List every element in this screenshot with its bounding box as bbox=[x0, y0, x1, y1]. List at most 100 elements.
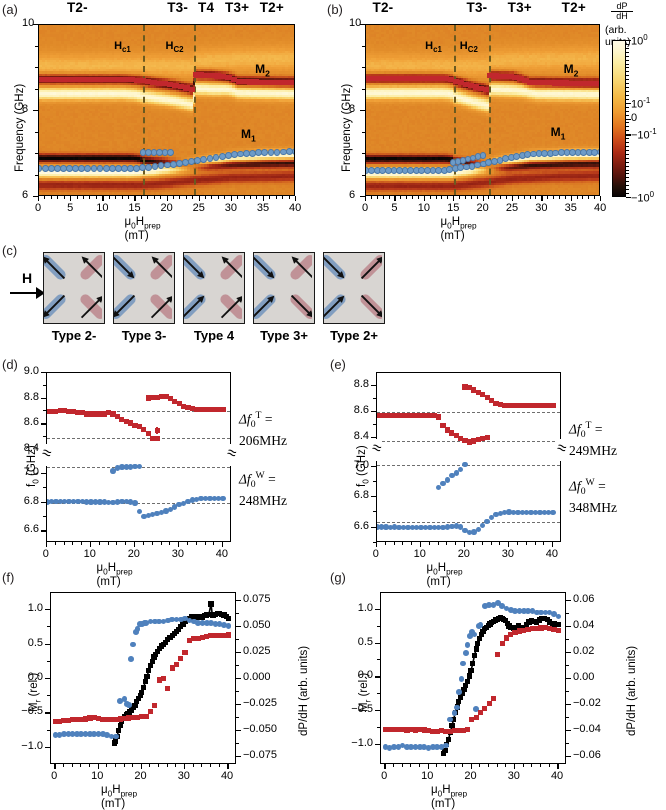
colorbar-tick-minor bbox=[626, 150, 629, 151]
vertex-type-label-0: Type 2- bbox=[35, 328, 113, 343]
colorbar-gradient bbox=[612, 40, 626, 197]
colorbar-tick-minor bbox=[626, 60, 629, 61]
ytick-mark-left bbox=[45, 678, 50, 679]
xtick-label: 10 bbox=[421, 770, 433, 782]
ytick-minor bbox=[377, 727, 380, 728]
ytick-minor bbox=[47, 695, 50, 696]
xtick-label: 10 bbox=[418, 202, 430, 214]
xtick-minor bbox=[418, 196, 419, 199]
xtick-mark bbox=[600, 196, 601, 201]
colorbar-tick-minor bbox=[626, 142, 629, 143]
xtick-label: 30 bbox=[508, 770, 520, 782]
vertex-arrows-2 bbox=[184, 253, 242, 321]
xtick-minor bbox=[161, 542, 162, 545]
xtick-minor bbox=[99, 542, 100, 545]
xtick-mark bbox=[557, 764, 558, 769]
xtick-minor bbox=[179, 196, 180, 199]
xtick-mark bbox=[541, 196, 542, 201]
ytick-minor bbox=[236, 743, 239, 744]
xtick-minor bbox=[116, 542, 117, 545]
ytick-label-right: −0.02 bbox=[573, 697, 601, 709]
xtick-mark bbox=[38, 196, 39, 201]
xtick-label: 0 bbox=[381, 770, 387, 782]
ytick-minor bbox=[35, 67, 38, 68]
xtick-label: 40 bbox=[221, 770, 233, 782]
yaxis-title-b: Frequency (GHz) bbox=[341, 84, 353, 172]
ytick-mark bbox=[41, 530, 46, 531]
ytick-label-right: 0.000 bbox=[243, 671, 271, 683]
xtick-minor bbox=[540, 764, 541, 767]
ytick-label-left: −1.0 bbox=[338, 737, 373, 749]
colorbar-tick-minor bbox=[626, 87, 629, 88]
xtick-minor bbox=[523, 764, 524, 767]
colorbar-tick-minor bbox=[626, 185, 629, 186]
ytick-mark-right bbox=[236, 704, 241, 705]
colorbar-tick-minor bbox=[626, 126, 629, 127]
phase-label-T2plus: T2+ bbox=[562, 0, 586, 15]
delta-annotation-wide: Δf0W = 248MHz bbox=[239, 470, 287, 510]
xtick-minor bbox=[594, 196, 595, 199]
xtick-label: 35 bbox=[565, 202, 577, 214]
ytick-mark-left bbox=[375, 643, 380, 644]
ytick-mark bbox=[41, 372, 46, 373]
phase-label-T2minus: T2- bbox=[373, 0, 394, 15]
ytick-label: 9.0 bbox=[6, 365, 39, 377]
ytick-minor bbox=[43, 516, 46, 517]
datapoint-thin bbox=[485, 435, 490, 440]
xtick-label: 30 bbox=[535, 202, 547, 214]
datapoint-wide bbox=[128, 656, 134, 662]
xtick-minor bbox=[218, 196, 219, 199]
errorbar bbox=[156, 427, 158, 434]
datapoint-wide bbox=[126, 702, 132, 708]
xtick-minor bbox=[582, 196, 583, 199]
xtick-minor bbox=[115, 764, 116, 767]
xtick-minor bbox=[441, 196, 442, 199]
xtick-minor bbox=[89, 196, 90, 199]
datapoint-wide bbox=[463, 650, 469, 656]
xtick-minor bbox=[276, 196, 277, 199]
datapoint-thin bbox=[495, 652, 500, 657]
ytick-label: 8.4 bbox=[338, 430, 369, 442]
xtick-minor bbox=[385, 542, 386, 545]
xtick-label: 15 bbox=[447, 202, 459, 214]
xtick-mark bbox=[231, 196, 232, 201]
xtick-minor bbox=[154, 196, 155, 199]
colorbar-tick-minor bbox=[626, 173, 629, 174]
xtick-minor bbox=[210, 764, 211, 767]
ytick-minor bbox=[35, 89, 38, 90]
xtick-minor bbox=[196, 542, 197, 545]
datapoint-thin bbox=[178, 656, 183, 661]
phase-label-T2plus: T2+ bbox=[260, 0, 284, 15]
guide-line bbox=[377, 522, 560, 523]
xtick-mark bbox=[428, 764, 429, 769]
xtick-minor bbox=[64, 196, 65, 199]
xtick-label: 40 bbox=[551, 770, 563, 782]
vertex-box-0 bbox=[43, 252, 105, 324]
xtick-minor bbox=[430, 196, 431, 199]
ytick-mark bbox=[41, 473, 46, 474]
datapoint-wide bbox=[135, 626, 141, 632]
datapoint-wide bbox=[113, 734, 119, 740]
colorbar-tick-minor bbox=[626, 130, 629, 131]
ytick-label-right: −0.04 bbox=[573, 723, 601, 735]
datapoint-mr bbox=[113, 738, 118, 743]
datapoint-thin bbox=[556, 628, 561, 633]
ytick-minor bbox=[43, 385, 46, 386]
phase-label-T3minus: T3- bbox=[467, 0, 488, 15]
panel-f-label: (f) bbox=[2, 570, 14, 585]
xtick-mark bbox=[424, 196, 425, 201]
colorbar-tick-minor bbox=[626, 64, 629, 65]
xtick-minor bbox=[106, 764, 107, 767]
xtick-minor bbox=[455, 542, 456, 545]
colorbar-tick-minor bbox=[626, 162, 629, 163]
ytick-mark-left bbox=[375, 676, 380, 677]
xtick-mark bbox=[512, 196, 513, 201]
ytick-mark-left bbox=[375, 744, 380, 745]
ytick-mark-right bbox=[236, 652, 241, 653]
xtick-mark bbox=[222, 542, 223, 547]
xtick-minor bbox=[141, 196, 142, 199]
ytick-label-right: 0.04 bbox=[573, 619, 594, 631]
xtick-mark bbox=[483, 196, 484, 201]
heatmap-wide-marker bbox=[480, 152, 487, 159]
ytick-minor bbox=[373, 424, 376, 425]
